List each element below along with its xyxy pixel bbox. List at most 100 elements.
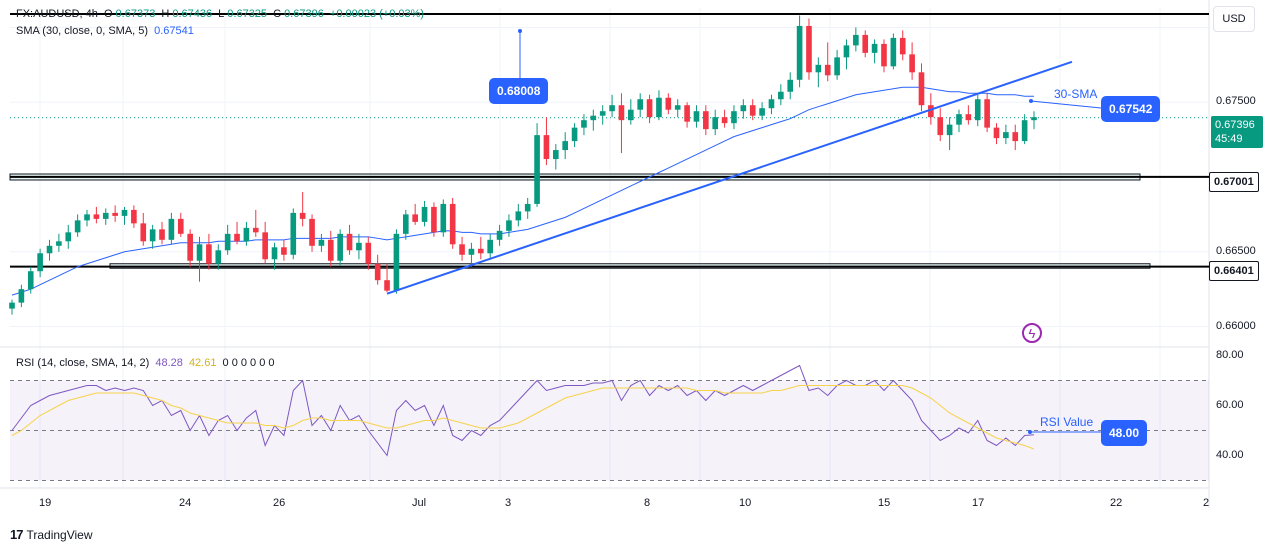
candle[interactable]	[93, 206, 100, 224]
candle[interactable]	[168, 212, 175, 245]
candle[interactable]	[590, 109, 597, 131]
candle[interactable]	[712, 109, 719, 136]
trendline[interactable]	[386, 60, 1073, 295]
candle[interactable]	[440, 199, 447, 237]
candle[interactable]	[524, 197, 531, 219]
candle[interactable]	[909, 42, 915, 80]
candle[interactable]	[27, 266, 34, 294]
candle[interactable]	[899, 30, 906, 61]
candle[interactable]	[84, 209, 90, 227]
peak-price-callout[interactable]: 0.68008	[489, 78, 549, 104]
candle[interactable]	[806, 18, 812, 80]
candle[interactable]	[74, 214, 81, 237]
candle[interactable]	[562, 132, 569, 160]
sma-legend[interactable]: SMA (30, close, 0, SMA, 5) 0.67541	[16, 25, 197, 37]
alert-icon[interactable]: ϟ	[1022, 323, 1042, 343]
candle[interactable]	[965, 105, 972, 125]
candle[interactable]	[543, 117, 550, 166]
candle[interactable]	[618, 93, 625, 154]
candle[interactable]	[487, 233, 493, 258]
candle[interactable]	[581, 114, 587, 136]
candle[interactable]	[665, 93, 672, 115]
candle[interactable]	[37, 248, 43, 278]
symbol-label[interactable]: FX:AUDUSD, 4h	[16, 8, 98, 20]
candle[interactable]	[956, 109, 962, 133]
candle[interactable]	[824, 42, 831, 82]
candle[interactable]	[224, 224, 231, 255]
candle[interactable]	[534, 123, 540, 207]
candle[interactable]	[327, 230, 334, 267]
rsi-annotation-text[interactable]: RSI Value	[1040, 415, 1094, 429]
tradingview-logo[interactable]: 17 TradingView	[10, 527, 93, 542]
candle[interactable]	[449, 197, 456, 249]
candle[interactable]	[271, 242, 278, 270]
candle[interactable]	[684, 102, 690, 128]
candle[interactable]	[374, 254, 381, 285]
candle[interactable]	[177, 212, 184, 237]
candle[interactable]	[843, 39, 850, 70]
candle[interactable]	[196, 236, 203, 282]
candle[interactable]	[365, 236, 372, 270]
candle[interactable]	[9, 299, 15, 315]
candle[interactable]	[937, 108, 944, 142]
sma-annotation-text[interactable]: 30-SMA	[1054, 87, 1098, 101]
candle[interactable]	[749, 99, 756, 121]
candle[interactable]	[515, 203, 522, 227]
candle[interactable]	[778, 84, 784, 106]
candle[interactable]	[459, 236, 465, 261]
candle[interactable]	[337, 229, 343, 266]
candle[interactable]	[553, 144, 559, 170]
candle[interactable]	[637, 93, 644, 118]
candle[interactable]	[628, 99, 634, 125]
candle[interactable]	[740, 99, 747, 119]
candle[interactable]	[609, 94, 615, 118]
candle[interactable]	[477, 236, 484, 260]
candle[interactable]	[993, 123, 1000, 145]
candle[interactable]	[731, 105, 737, 130]
candle[interactable]	[1012, 124, 1019, 151]
candle[interactable]	[871, 39, 878, 64]
candle[interactable]	[862, 30, 869, 58]
sma-value-callout[interactable]: 0.67542	[1101, 96, 1161, 122]
candle[interactable]	[768, 94, 775, 115]
candle[interactable]	[759, 102, 765, 121]
candle[interactable]	[102, 208, 109, 225]
candle[interactable]	[703, 105, 709, 136]
candle[interactable]	[571, 123, 578, 148]
candle[interactable]	[974, 94, 981, 127]
candle[interactable]	[234, 221, 240, 245]
candle[interactable]	[46, 239, 53, 261]
candle[interactable]	[243, 221, 250, 246]
candle[interactable]	[853, 27, 859, 52]
candle[interactable]	[815, 57, 822, 88]
candle[interactable]	[431, 202, 437, 237]
candle[interactable]	[881, 39, 887, 73]
candle[interactable]	[140, 212, 147, 246]
candle[interactable]	[356, 233, 362, 260]
candle[interactable]	[693, 105, 700, 128]
candle[interactable]	[318, 233, 325, 252]
candle[interactable]	[290, 208, 297, 260]
candle[interactable]	[984, 93, 990, 133]
candle[interactable]	[646, 94, 653, 124]
rsi-value-callout[interactable]: 48.00	[1101, 420, 1148, 446]
candle[interactable]	[656, 90, 662, 121]
candle[interactable]	[1031, 111, 1037, 130]
candle[interactable]	[1021, 114, 1028, 145]
candle[interactable]	[252, 209, 259, 237]
candle[interactable]	[946, 117, 953, 151]
candle[interactable]	[131, 205, 137, 228]
candle[interactable]	[918, 63, 925, 112]
candle[interactable]	[384, 263, 390, 293]
candle[interactable]	[149, 224, 156, 249]
candle[interactable]	[890, 33, 897, 70]
candle[interactable]	[393, 229, 400, 294]
candle[interactable]	[468, 242, 475, 267]
candle[interactable]	[65, 224, 72, 249]
candle[interactable]	[421, 200, 428, 227]
candle[interactable]	[506, 214, 512, 237]
candle[interactable]	[299, 191, 306, 227]
candle[interactable]	[412, 203, 418, 225]
candle[interactable]	[18, 284, 25, 308]
candle[interactable]	[309, 214, 315, 252]
